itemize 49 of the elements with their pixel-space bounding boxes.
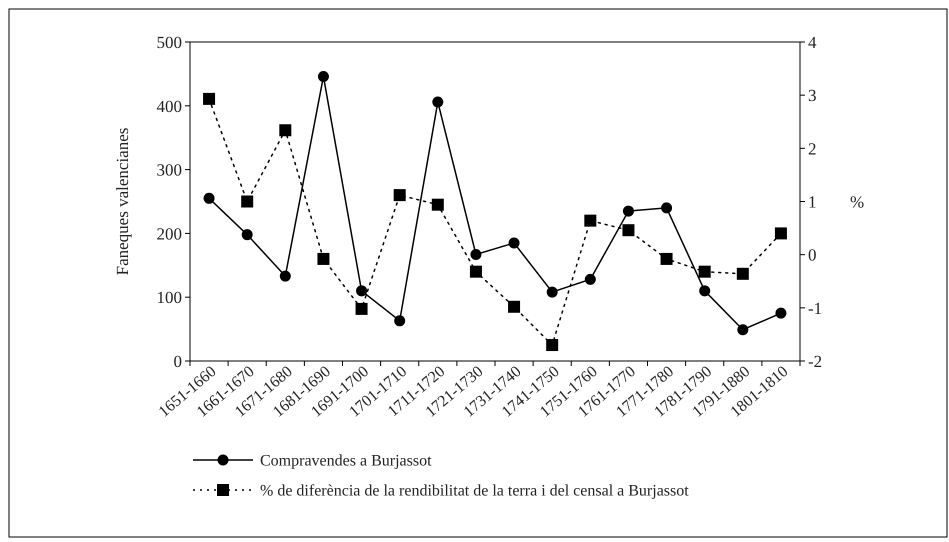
y-tick-label: 200 (156, 224, 182, 244)
point (661, 202, 672, 214)
y2-tick-label: 1 (808, 192, 816, 212)
y2-tick-label: -2 (808, 352, 822, 371)
point (204, 192, 215, 204)
point (736, 268, 749, 280)
point (546, 339, 558, 352)
point (660, 252, 673, 265)
point (432, 96, 444, 108)
point (775, 308, 786, 319)
point (241, 196, 254, 208)
y-tick-label: 100 (156, 288, 182, 308)
y-tick-label: 400 (156, 96, 182, 116)
point (546, 286, 558, 298)
point (356, 302, 368, 315)
point (584, 274, 596, 285)
point (394, 189, 406, 202)
point (774, 227, 787, 240)
y2-tick-label: 3 (808, 86, 816, 106)
point (318, 70, 329, 82)
point (432, 198, 444, 211)
y2-tick-label: 0 (808, 246, 816, 265)
y2-tick-label: -1 (808, 298, 822, 318)
point (242, 229, 253, 240)
point (737, 324, 748, 336)
point (317, 252, 330, 265)
point (622, 224, 634, 236)
point (356, 285, 368, 296)
point (699, 285, 710, 296)
point (203, 92, 216, 105)
y-tick-label: 300 (156, 160, 182, 180)
y2-tick-label: 2 (808, 139, 816, 158)
legend-label: % de diferència de la rendibilitat de la terra i del censal a Burjassot (260, 482, 690, 500)
y-tick-label: 500 (156, 32, 182, 52)
point (584, 214, 596, 227)
point (508, 237, 520, 248)
point (280, 270, 291, 282)
point (698, 266, 711, 278)
point (394, 315, 406, 326)
y-tick-label: 0 (174, 352, 182, 371)
point (508, 300, 520, 313)
legend-label: Compravendes a Burjassot (260, 452, 432, 470)
point (279, 124, 292, 136)
y2-axis-title: % (850, 192, 864, 212)
y2-tick-label: 4 (808, 32, 817, 52)
y-axis-title: Faneques valencianes (113, 128, 132, 276)
point (470, 248, 482, 260)
point (622, 206, 634, 217)
point (470, 266, 482, 278)
